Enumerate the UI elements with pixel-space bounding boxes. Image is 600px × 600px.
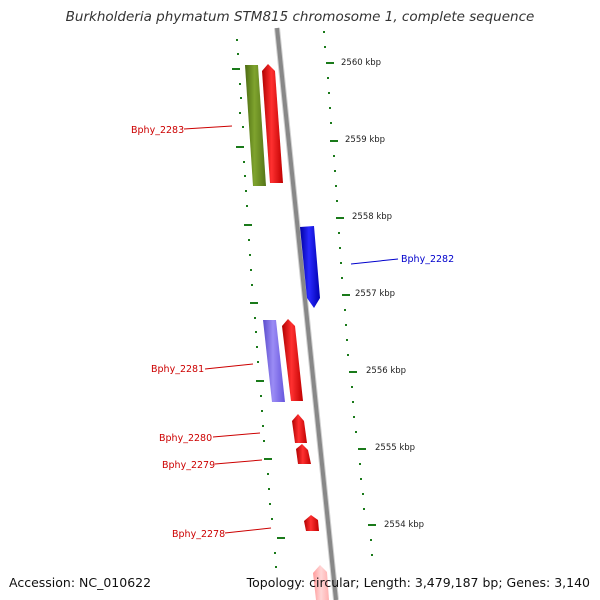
leader-bphy-2278: [224, 527, 272, 534]
gene-label-bphy-2281[interactable]: Bphy_2281: [151, 364, 204, 375]
leader-bphy-2280: [212, 432, 261, 438]
kbp-label: 2555 kbp: [375, 443, 415, 453]
chromosome-backbone-core: [275, 27, 338, 600]
map-title: Burkholderia phymatum STM815 chromosome …: [65, 9, 535, 25]
accession-text: Accession: NC_010622: [9, 575, 152, 590]
gene-label-bphy-2279[interactable]: Bphy_2279: [162, 460, 215, 471]
right-tick-marks: [323, 31, 376, 556]
gene-bphy-2281-arrow[interactable]: [282, 319, 303, 401]
gene-partial-arrow[interactable]: [313, 565, 329, 600]
kbp-label: 2554 kbp: [384, 520, 424, 530]
leader-bphy-2282: [350, 258, 399, 265]
leader-bphy-2283: [183, 125, 233, 130]
kbp-label: 2559 kbp: [345, 135, 385, 145]
gene-bphy-2279-arrow[interactable]: [296, 444, 311, 464]
gene-bphy-2280-arrow[interactable]: [292, 414, 307, 443]
gene-bphy-2282-arrow[interactable]: [300, 226, 320, 308]
gene-label-bphy-2282[interactable]: Bphy_2282: [401, 254, 454, 265]
left-tick-marks: [232, 39, 285, 568]
kbp-label: 2556 kbp: [366, 366, 406, 376]
kbp-label: 2557 kbp: [355, 289, 395, 299]
kbp-label: 2558 kbp: [352, 212, 392, 222]
gene-label-bphy-2278[interactable]: Bphy_2278: [172, 529, 225, 540]
leader-bphy-2281: [204, 363, 254, 370]
olive-feature-block[interactable]: [245, 65, 266, 186]
gene-bphy-2278-arrow[interactable]: [304, 515, 319, 531]
gene-bphy-2283-arrow[interactable]: [262, 64, 283, 183]
gene-label-bphy-2280[interactable]: Bphy_2280: [159, 433, 212, 444]
kbp-label: 2560 kbp: [341, 58, 381, 68]
leader-bphy-2279: [214, 459, 263, 465]
gene-label-bphy-2283[interactable]: Bphy_2283: [131, 125, 184, 136]
lavender-feature-block[interactable]: [263, 320, 285, 402]
kbp-scale: 2560 kbp 2559 kbp 2558 kbp 2557 kbp 2556…: [341, 58, 424, 530]
topology-text: Topology: circular; Length: 3,479,187 bp…: [246, 575, 590, 590]
